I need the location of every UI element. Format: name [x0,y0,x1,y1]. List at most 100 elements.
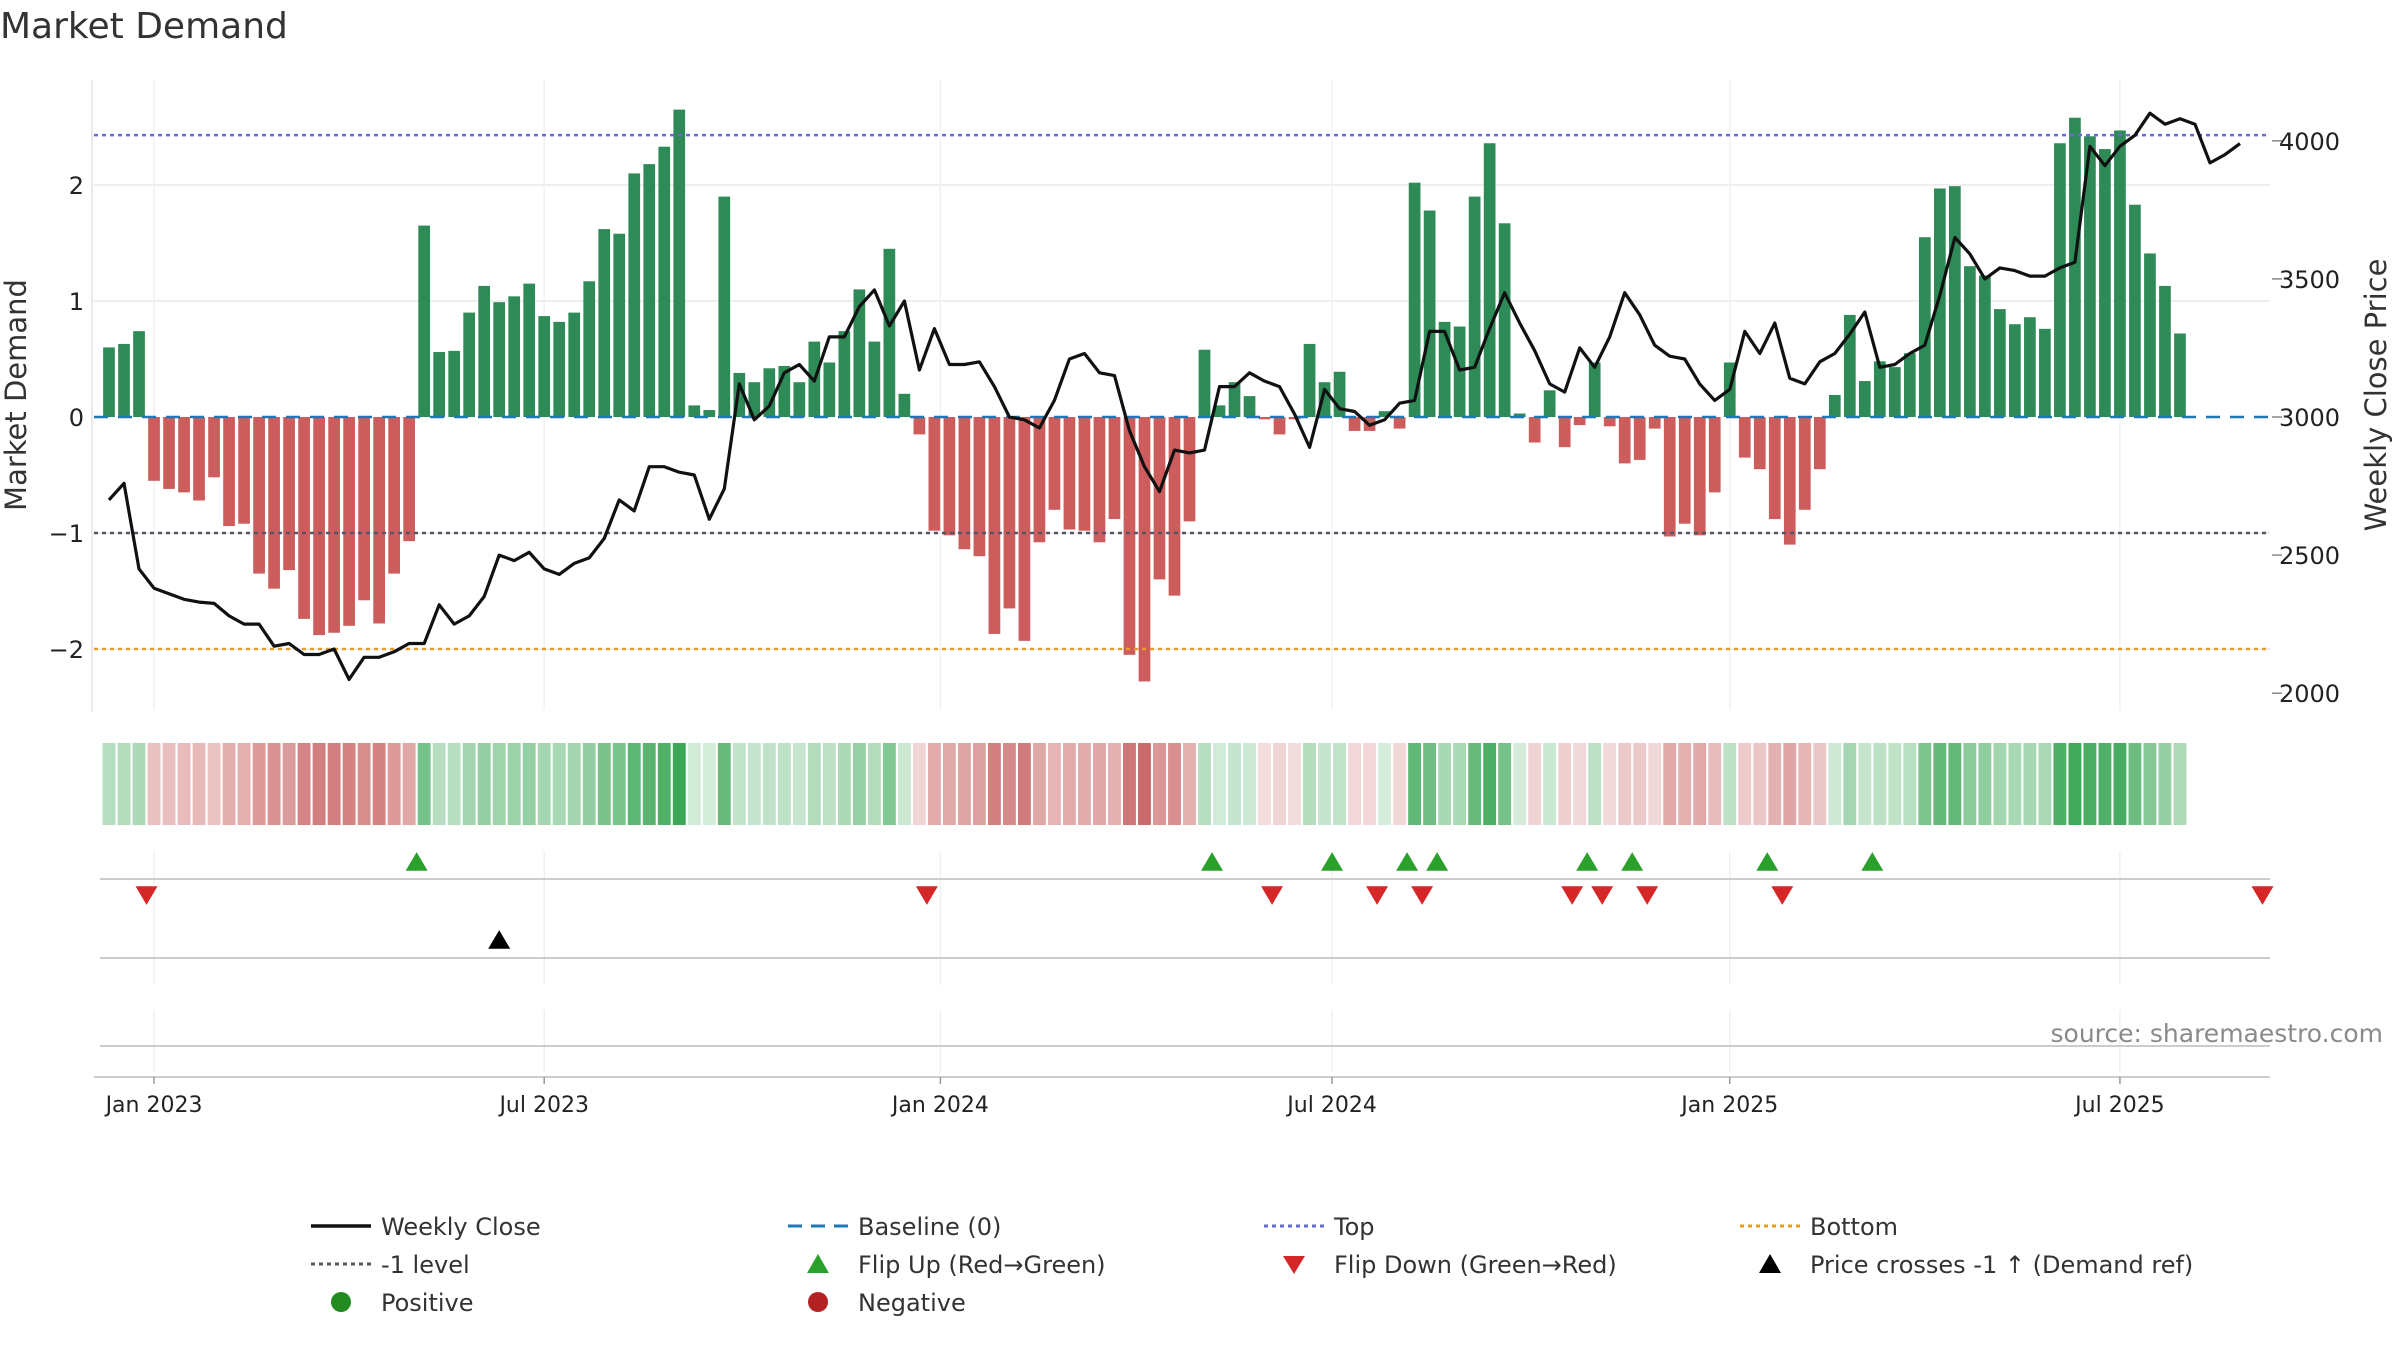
demand-bar [1273,417,1286,435]
demand-bar [328,417,340,633]
heat-cell [447,743,461,825]
heat-cell [477,743,491,825]
demand-bar [1198,349,1211,417]
heat-cell [612,743,626,825]
flip-up-marker [405,852,428,871]
heat-cell [1153,743,1166,825]
demand-bar [1828,394,1841,417]
heat-cell [522,743,536,825]
demand-bar [2069,117,2081,417]
left-axis-label: Market Demand [0,279,33,511]
heat-cell [1002,743,1016,825]
heat-cell [627,743,641,825]
heat-cell [1032,743,1046,825]
heat-cell [687,743,701,825]
demand-bar [2129,204,2141,417]
chart-title: Market Demand [0,6,288,47]
heat-cell [2143,743,2157,825]
demand-bar [1738,417,1751,458]
heat-cell [432,743,446,825]
heat-cell [1513,743,1527,825]
demand-bar [613,233,626,417]
heat-cell [507,743,521,825]
heat-cell [552,743,566,825]
heat-cell [732,743,746,825]
legend-swatch [1759,1254,1781,1273]
weekly-close-line-group [107,111,2241,682]
legend-label: Positive [381,1289,474,1317]
heat-cell [1243,743,1256,825]
date-tick-label: Jul 2024 [1285,1093,1377,1118]
demand-bar [763,368,776,417]
heat-cell [1618,743,1632,825]
demand-bar [1003,417,1016,609]
heat-cell [372,743,386,825]
demand-bar [178,417,190,493]
heat-cell [1648,743,1662,825]
heat-cell [657,743,671,825]
demand-bar [1378,411,1391,417]
event-panels [94,852,2274,1078]
heat-cell [1813,743,1827,825]
heat-cell [2023,743,2037,825]
flip-down-marker [1591,886,1614,905]
heat-cell [1393,743,1407,825]
demand-bar [148,417,160,481]
demand-bar [643,164,656,417]
heat-cell [462,743,476,825]
demand-bar [778,365,791,417]
heat-cell [1378,743,1392,825]
demand-bar [133,331,145,417]
demand-bar [1258,417,1271,420]
heat-cell [1693,743,1707,825]
demand-bar [1498,223,1511,417]
demand-bar [523,283,536,417]
heat-cell [402,743,416,825]
demand-bar [1303,343,1316,417]
demand-bar [493,302,506,417]
flip-down-marker [1561,886,1584,905]
demand-bar [1348,417,1361,431]
heat-cell [1918,743,1932,825]
heat-cell [297,743,311,825]
demand-bar [1918,237,1931,417]
heat-cell [2098,743,2112,825]
heat-cell [1062,743,1076,825]
demand-bar [898,393,911,417]
demand-bar [2144,253,2156,417]
date-tick-label: Jan 2023 [104,1093,203,1118]
heat-cell [1138,743,1151,825]
legend: Weekly Close Baseline (0) Top Bottom -1 leve… [311,1213,2193,1317]
demand-bar [1843,314,1856,417]
demand-bar [1783,417,1796,545]
demand-bar [973,417,986,557]
demand-bar [118,343,130,417]
heat-cell [1198,743,1211,825]
legend-item: Baseline (0) [788,1213,1001,1241]
demand-bar [1393,417,1406,429]
right-tick-label: 3500 [2279,266,2340,294]
legend-label: Negative [858,1289,966,1317]
legend-label: Baseline (0) [858,1213,1001,1241]
heat-cell [2053,743,2067,825]
legend-label: Flip Up (Red→Green) [858,1251,1106,1279]
demand-bar [1408,182,1421,417]
heat-cell [1663,743,1677,825]
heat-cell [1483,743,1497,825]
heat-cell [792,743,806,825]
heat-cell [597,743,611,825]
heat-cell [1633,743,1647,825]
demand-bar [298,417,310,619]
heat-cell [1093,743,1106,825]
heat-cell [1843,743,1857,825]
heat-cell [1978,743,1992,825]
heat-cell [642,743,656,825]
heat-cell [1588,743,1602,825]
demand-bar [1558,417,1571,448]
demand-bar [538,316,551,417]
demand-bar [478,285,491,417]
demand-bar [1513,413,1526,417]
heat-cell [2173,743,2187,825]
demand-bar [673,109,686,417]
right-tick-label: 4000 [2279,128,2340,156]
